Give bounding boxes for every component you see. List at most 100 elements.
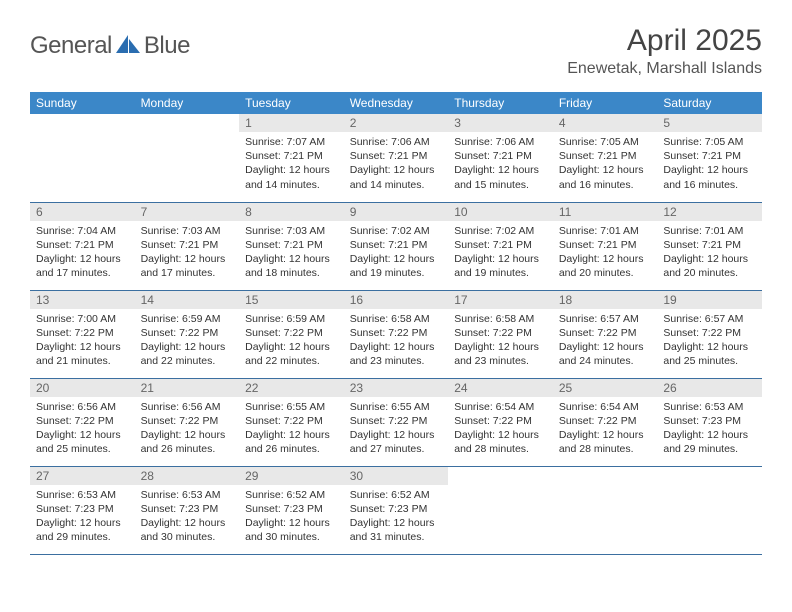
calendar-cell: 4Sunrise: 7:05 AMSunset: 7:21 PMDaylight… [553,114,658,202]
sunrise-line: Sunrise: 6:59 AM [245,312,338,326]
day-number: 27 [30,467,135,485]
daylight-line: Daylight: 12 hours and 14 minutes. [245,163,338,191]
sunrise-line: Sunrise: 7:03 AM [141,224,234,238]
calendar-cell: 14Sunrise: 6:59 AMSunset: 7:22 PMDayligh… [135,290,240,378]
daylight-line: Daylight: 12 hours and 28 minutes. [559,428,652,456]
sunset-line: Sunset: 7:22 PM [454,414,547,428]
day-number: 12 [657,203,762,221]
day-content: Sunrise: 6:56 AMSunset: 7:22 PMDaylight:… [30,397,135,463]
sunrise-line: Sunrise: 6:55 AM [350,400,443,414]
sunrise-line: Sunrise: 6:57 AM [663,312,756,326]
sunrise-line: Sunrise: 6:52 AM [350,488,443,502]
daylight-line: Daylight: 12 hours and 25 minutes. [36,428,129,456]
calendar-cell: 2 Sunrise: 7:06 AMSunset: 7:21 PMDaylight… [344,114,449,202]
day-content: Sunrise: 6:53 AMSunset: 7:23 PMDaylight:… [135,485,240,551]
sunrise-line: Sunrise: 7:04 AM [36,224,129,238]
day-content: Sunrise: 7:03 AMSunset: 7:21 PMDaylight:… [239,221,344,287]
daylight-line: Daylight: 12 hours and 15 minutes. [454,163,547,191]
daylight-line: Daylight: 12 hours and 20 minutes. [559,252,652,280]
daylight-line: Daylight: 12 hours and 19 minutes. [350,252,443,280]
calendar-cell: 22Sunrise: 6:55 AMSunset: 7:22 PMDayligh… [239,378,344,466]
daylight-line: Daylight: 12 hours and 22 minutes. [141,340,234,368]
sunset-line: Sunset: 7:21 PM [36,238,129,252]
day-number: 22 [239,379,344,397]
weekday-header: Monday [135,92,240,114]
calendar-cell [448,466,553,554]
day-number: 2 [344,114,449,132]
sunrise-line: Sunrise: 6:58 AM [454,312,547,326]
calendar-cell: 11Sunrise: 7:01 AMSunset: 7:21 PMDayligh… [553,202,658,290]
daylight-line: Daylight: 12 hours and 14 minutes. [350,163,443,191]
sunrise-line: Sunrise: 6:56 AM [36,400,129,414]
calendar-cell: 21Sunrise: 6:56 AMSunset: 7:22 PMDayligh… [135,378,240,466]
sunrise-line: Sunrise: 6:55 AM [245,400,338,414]
sunset-line: Sunset: 7:23 PM [663,414,756,428]
location-label: Enewetak, Marshall Islands [567,60,762,78]
calendar-cell: 10Sunrise: 7:02 AMSunset: 7:21 PMDayligh… [448,202,553,290]
day-content: Sunrise: 7:01 AMSunset: 7:21 PMDaylight:… [657,221,762,287]
sunset-line: Sunset: 7:22 PM [245,414,338,428]
calendar-cell: 26Sunrise: 6:53 AMSunset: 7:23 PMDayligh… [657,378,762,466]
calendar-cell: 5Sunrise: 7:05 AMSunset: 7:21 PMDaylight… [657,114,762,202]
calendar-cell: 12Sunrise: 7:01 AMSunset: 7:21 PMDayligh… [657,202,762,290]
day-number: 18 [553,291,658,309]
sunset-line: Sunset: 7:22 PM [559,326,652,340]
day-content: Sunrise: 7:02 AMSunset: 7:21 PMDaylight:… [448,221,553,287]
sunset-line: Sunset: 7:23 PM [245,502,338,516]
calendar-cell: 17Sunrise: 6:58 AMSunset: 7:22 PMDayligh… [448,290,553,378]
daylight-line: Daylight: 12 hours and 31 minutes. [350,516,443,544]
day-content: Sunrise: 6:59 AMSunset: 7:22 PMDaylight:… [135,309,240,375]
day-number: 30 [344,467,449,485]
day-number: 26 [657,379,762,397]
calendar-cell [657,466,762,554]
daylight-line: Daylight: 12 hours and 19 minutes. [454,252,547,280]
day-number: 28 [135,467,240,485]
day-number: 14 [135,291,240,309]
sunrise-line: Sunrise: 7:05 AM [663,135,756,149]
sunset-line: Sunset: 7:21 PM [350,149,443,163]
day-content: Sunrise: 6:55 AMSunset: 7:22 PMDaylight:… [239,397,344,463]
day-number: 9 [344,203,449,221]
calendar-cell: 3Sunrise: 7:06 AMSunset: 7:21 PMDaylight… [448,114,553,202]
daylight-line: Daylight: 12 hours and 26 minutes. [141,428,234,456]
day-content: Sunrise: 7:02 AMSunset: 7:21 PMDaylight:… [344,221,449,287]
logo: General Blue [30,32,190,60]
calendar-cell: 18Sunrise: 6:57 AMSunset: 7:22 PMDayligh… [553,290,658,378]
calendar-cell: 27Sunrise: 6:53 AMSunset: 7:23 PMDayligh… [30,466,135,554]
sunrise-line: Sunrise: 7:06 AM [350,135,443,149]
day-content: Sunrise: 7:03 AMSunset: 7:21 PMDaylight:… [135,221,240,287]
sunrise-line: Sunrise: 7:03 AM [245,224,338,238]
day-content: Sunrise: 6:55 AMSunset: 7:22 PMDaylight:… [344,397,449,463]
sunset-line: Sunset: 7:22 PM [350,326,443,340]
calendar-cell: 20Sunrise: 6:56 AMSunset: 7:22 PMDayligh… [30,378,135,466]
sunrise-line: Sunrise: 7:02 AM [454,224,547,238]
day-number: 5 [657,114,762,132]
sunset-line: Sunset: 7:22 PM [350,414,443,428]
sunrise-line: Sunrise: 6:53 AM [663,400,756,414]
sunrise-line: Sunrise: 6:53 AM [141,488,234,502]
day-number: 6 [30,203,135,221]
day-content: Sunrise: 6:57 AMSunset: 7:22 PMDaylight:… [553,309,658,375]
weekday-header: Thursday [448,92,553,114]
sunrise-line: Sunrise: 7:01 AM [559,224,652,238]
calendar-cell: 28Sunrise: 6:53 AMSunset: 7:23 PMDayligh… [135,466,240,554]
sunset-line: Sunset: 7:22 PM [454,326,547,340]
calendar-cell: 13Sunrise: 7:00 AMSunset: 7:22 PMDayligh… [30,290,135,378]
day-content: Sunrise: 6:54 AMSunset: 7:22 PMDaylight:… [448,397,553,463]
calendar-cell: 15Sunrise: 6:59 AMSunset: 7:22 PMDayligh… [239,290,344,378]
calendar-cell: 1Sunrise: 7:07 AMSunset: 7:21 PMDaylight… [239,114,344,202]
sunset-line: Sunset: 7:21 PM [245,149,338,163]
daylight-line: Daylight: 12 hours and 23 minutes. [350,340,443,368]
day-content: Sunrise: 6:56 AMSunset: 7:22 PMDaylight:… [135,397,240,463]
title-block: April 2025 Enewetak, Marshall Islands [567,24,762,78]
day-content: Sunrise: 6:52 AMSunset: 7:23 PMDaylight:… [344,485,449,551]
sunrise-line: Sunrise: 6:57 AM [559,312,652,326]
sunset-line: Sunset: 7:23 PM [36,502,129,516]
sunrise-line: Sunrise: 7:05 AM [559,135,652,149]
sunrise-line: Sunrise: 6:54 AM [454,400,547,414]
calendar-cell [553,466,658,554]
sunset-line: Sunset: 7:22 PM [245,326,338,340]
day-number: 4 [553,114,658,132]
daylight-line: Daylight: 12 hours and 18 minutes. [245,252,338,280]
calendar-cell: 29Sunrise: 6:52 AMSunset: 7:23 PMDayligh… [239,466,344,554]
